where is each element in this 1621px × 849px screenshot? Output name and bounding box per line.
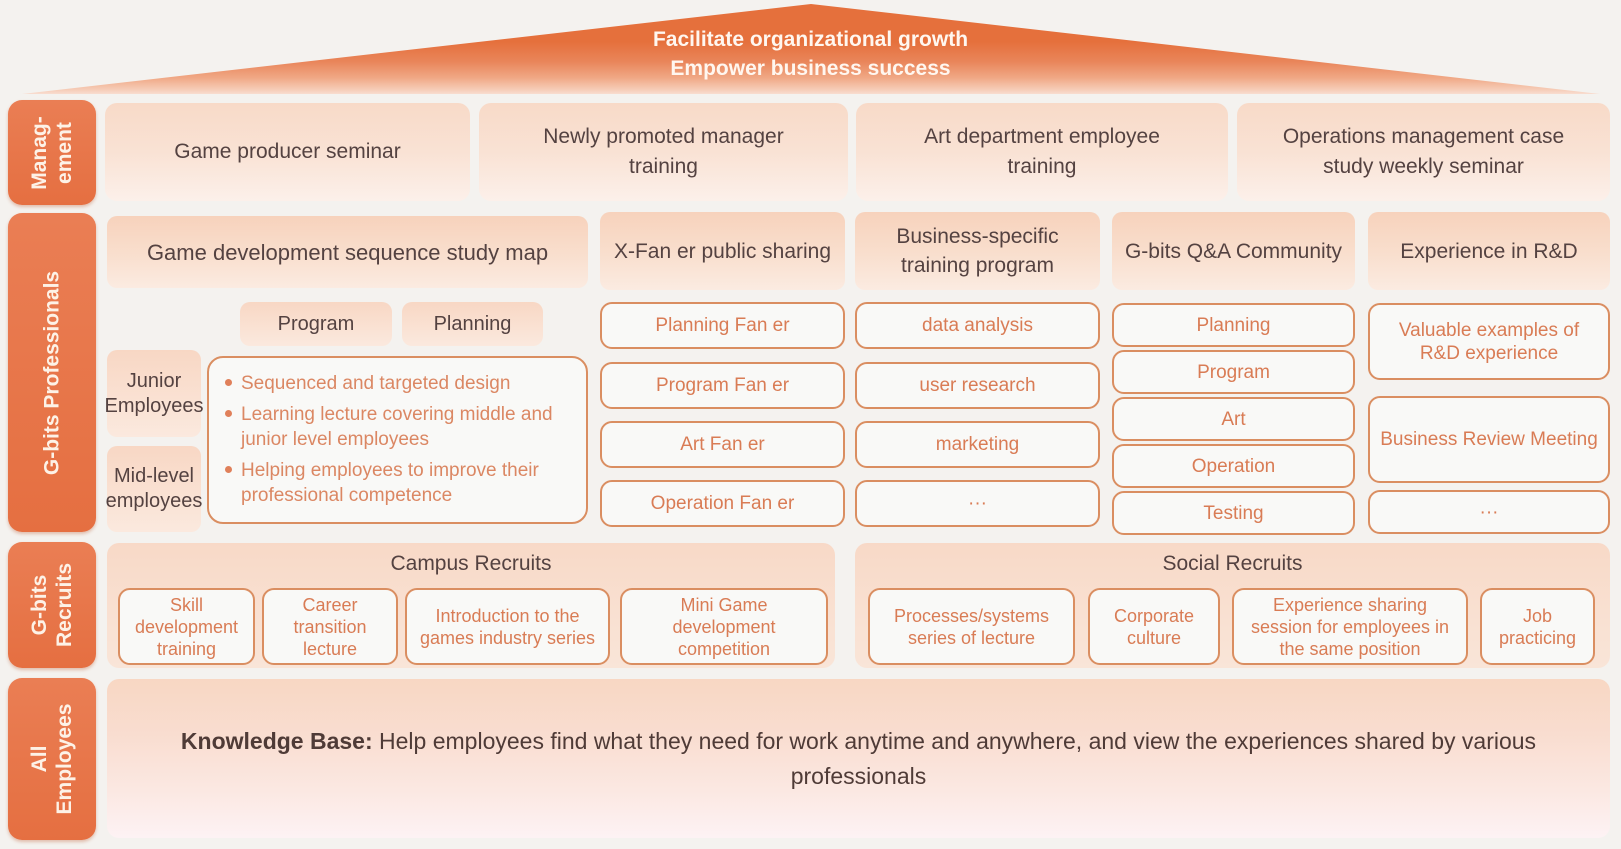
bullet-dot-icon xyxy=(225,466,232,473)
track-box-planning: Planning xyxy=(402,302,543,346)
bullet-dot-icon xyxy=(225,379,232,386)
column-item: Business Review Meeting xyxy=(1368,396,1610,483)
sidebar-pill-management: Manag- ement xyxy=(8,100,96,205)
knowledge-base-panel: Knowledge Base: Help employees find what… xyxy=(107,679,1610,838)
column-item: Planning xyxy=(1112,303,1355,347)
column-item: Art xyxy=(1112,397,1355,441)
column-item: user research xyxy=(855,362,1100,409)
sidebar-pill-professionals: G-bits Professionals xyxy=(8,213,96,532)
knowledge-base-label: Knowledge Base: xyxy=(180,727,373,754)
column-header-business: Business-specific training program xyxy=(855,212,1100,290)
column-item: ··· xyxy=(855,480,1100,527)
column-item: Valuable examples of R&D experience xyxy=(1368,303,1610,380)
social-item: Experience sharing session for employees… xyxy=(1232,588,1468,665)
track-box-program: Program xyxy=(240,302,392,346)
social-item: Job practicing xyxy=(1480,588,1595,665)
column-item: Planning Fan er xyxy=(600,302,845,349)
social-item: Processes/systems series of lecture xyxy=(868,588,1075,665)
social-item: Corporate culture xyxy=(1088,588,1220,665)
column-item: Program xyxy=(1112,350,1355,394)
management-box-game-producer: Game producer seminar xyxy=(105,103,470,201)
bullet-item: Sequenced and targeted design xyxy=(225,371,574,396)
sidebar-pill-recruits: G-bits Recruits xyxy=(8,542,96,668)
bullet-text: Helping employees to improve their profe… xyxy=(241,460,539,506)
studymap-header: Game development sequence study map xyxy=(107,216,588,288)
column-header-xfaner: X-Fan er public sharing xyxy=(600,212,845,290)
column-header-rd: Experience in R&D xyxy=(1368,212,1610,290)
column-item: Operation xyxy=(1112,444,1355,488)
sidebar-label-all-employees: All Employees xyxy=(28,703,76,815)
bullet-item: Learning lecture covering middle and jun… xyxy=(225,402,574,452)
management-box-new-manager: Newly promoted manager training xyxy=(479,103,848,201)
sidebar-label-professionals: G-bits Professionals xyxy=(40,270,64,475)
knowledge-base-description: Help employees find what they need for w… xyxy=(372,727,1537,789)
bullet-item: Helping employees to improve their profe… xyxy=(225,458,574,508)
studymap-bullets-panel: Sequenced and targeted design Learning l… xyxy=(207,356,588,524)
campus-item: Mini Game development competition xyxy=(620,588,828,665)
campus-item: Introduction to the games industry serie… xyxy=(405,588,610,665)
management-box-art-training: Art department employee training xyxy=(856,103,1228,201)
column-item: Testing xyxy=(1112,491,1355,535)
social-recruits-title: Social Recruits xyxy=(1162,552,1303,575)
column-header-qa-community: G-bits Q&A Community xyxy=(1112,212,1355,290)
bullet-text: Learning lecture covering middle and jun… xyxy=(241,404,553,450)
column-item: ··· xyxy=(1368,490,1610,534)
bullet-dot-icon xyxy=(225,410,232,417)
sidebar-label-management: Manag- ement xyxy=(28,115,76,190)
level-box-junior: Junior Employees xyxy=(105,350,203,437)
column-item: Program Fan er xyxy=(600,362,845,409)
column-item: marketing xyxy=(855,421,1100,468)
management-box-operations-seminar: Operations management case study weekly … xyxy=(1237,103,1610,201)
bullet-text: Sequenced and targeted design xyxy=(241,373,511,394)
roof-title: Facilitate organizational growth Empower… xyxy=(0,25,1621,83)
sidebar-pill-all-employees: All Employees xyxy=(8,678,96,840)
column-item: Operation Fan er xyxy=(600,480,845,527)
level-box-midlevel: Mid-level employees xyxy=(106,446,202,532)
roof-title-line2: Empower business success xyxy=(670,57,951,80)
sidebar-label-recruits: G-bits Recruits xyxy=(28,562,76,648)
knowledge-base-text: Knowledge Base: Help employees find what… xyxy=(167,724,1550,794)
column-item: data analysis xyxy=(855,302,1100,349)
campus-recruits-title: Campus Recruits xyxy=(390,552,552,575)
campus-item: Career transition lecture xyxy=(262,588,398,665)
roof-title-line1: Facilitate organizational growth xyxy=(652,28,969,51)
campus-item: Skill development training xyxy=(118,588,255,665)
column-item: Art Fan er xyxy=(600,421,845,468)
